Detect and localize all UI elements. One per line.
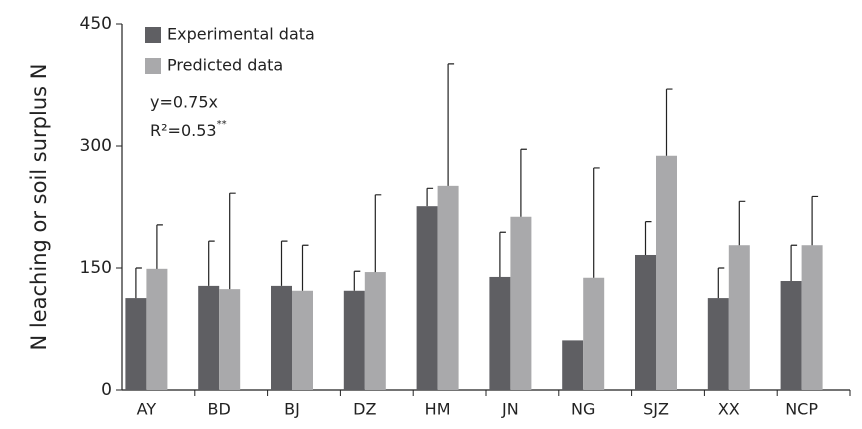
x-tick-label: HM <box>425 400 451 419</box>
error-bar <box>811 195 819 246</box>
y-tick-label: 450 <box>80 14 112 34</box>
x-tick-label: NG <box>571 400 595 419</box>
legend-label: Predicted data <box>167 56 283 75</box>
error-bar <box>301 244 309 291</box>
error-bar <box>499 231 506 277</box>
annotation-sup: ** <box>217 119 227 130</box>
bar <box>343 290 365 390</box>
error-bar <box>665 88 673 156</box>
bar <box>146 268 168 390</box>
annotation: R²=0.53** <box>150 119 227 140</box>
bar <box>437 185 459 390</box>
legend-swatch <box>145 27 161 43</box>
y-tick-label: 300 <box>80 136 112 156</box>
error-bar <box>353 270 361 291</box>
error-bar <box>426 187 434 207</box>
error-bar <box>738 200 746 246</box>
x-tick-label: AY <box>137 400 157 419</box>
bar <box>292 290 313 390</box>
x-tick-label: NCP <box>785 400 818 419</box>
x-tick-label: JN <box>501 400 519 419</box>
error-bar <box>593 167 600 278</box>
bar <box>780 281 802 390</box>
x-tick-label: XX <box>718 400 740 419</box>
bar <box>198 285 220 390</box>
bar <box>416 206 438 390</box>
bar <box>801 245 823 390</box>
y-tick-label: 150 <box>80 258 112 278</box>
bar <box>364 272 386 390</box>
x-tick-label: BD <box>208 400 231 419</box>
bar <box>219 289 241 390</box>
error-bar <box>156 224 163 269</box>
bar <box>635 254 656 390</box>
error-bar <box>520 148 527 217</box>
error-bar <box>717 267 725 299</box>
bar <box>510 216 532 390</box>
error-bar <box>790 244 798 282</box>
x-tick-label: DZ <box>353 400 376 419</box>
bar <box>707 298 729 390</box>
annotation-text: R²=0.53 <box>150 121 217 140</box>
error-bar <box>644 221 652 255</box>
y-axis-label: N leaching or soil surplus N <box>27 64 51 351</box>
error-bar <box>135 267 142 299</box>
annotation: y=0.75x <box>150 93 218 112</box>
bar <box>125 298 147 390</box>
bar <box>728 245 750 390</box>
error-bar <box>374 194 382 273</box>
error-bar <box>447 63 455 186</box>
x-tick-label: SJZ <box>643 400 669 419</box>
bar <box>489 276 511 390</box>
y-tick-label: 0 <box>101 380 112 400</box>
bar <box>271 285 292 390</box>
error-bar <box>280 240 288 286</box>
bar <box>583 277 605 390</box>
legend-swatch <box>145 58 161 74</box>
error-bar <box>208 240 215 286</box>
bar <box>562 340 584 390</box>
error-bar <box>229 192 236 290</box>
x-tick-label: BJ <box>284 400 300 419</box>
legend-label: Experimental data <box>167 25 315 44</box>
bar <box>656 155 677 390</box>
